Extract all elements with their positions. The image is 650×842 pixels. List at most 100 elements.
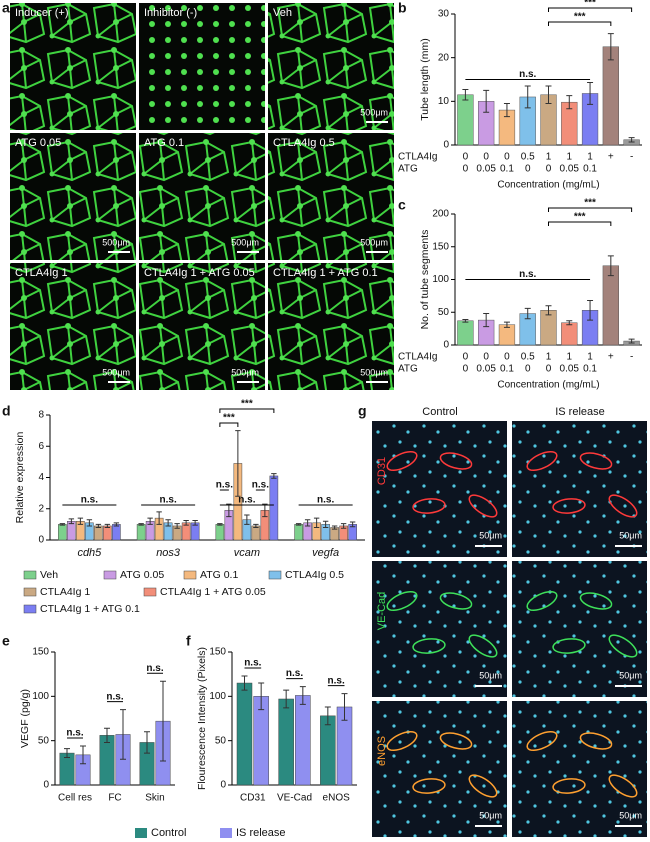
x-tick-label: - — [630, 352, 633, 363]
error-bar — [217, 523, 223, 526]
x-tick-label: 0 — [525, 164, 531, 175]
row-label: VE-Cad — [376, 592, 388, 631]
vessel — [579, 732, 613, 750]
y-tick-label: 30 — [438, 9, 450, 20]
x-row-name: ATG — [398, 164, 418, 175]
micrograph — [139, 133, 265, 260]
micrograph — [372, 421, 507, 557]
x-tick-label: 0 — [463, 364, 469, 375]
x-tick-label: + — [608, 352, 614, 363]
panel-label: e — [2, 633, 10, 649]
annotation: *** — [584, 198, 596, 209]
annotation: n.s. — [66, 728, 83, 739]
x-tick-label: nos3 — [156, 547, 181, 559]
annotation: n.s. — [160, 495, 177, 506]
panel-label: f — [186, 633, 191, 649]
error-bar — [503, 103, 510, 118]
error-bar — [77, 517, 84, 525]
error-bar — [299, 686, 306, 705]
error-bar — [183, 519, 189, 526]
bar — [251, 525, 261, 541]
x-tick-label: 0 — [463, 164, 469, 175]
x-tick-label: 0 — [504, 152, 510, 163]
annotation: n.s. — [519, 69, 536, 80]
annotation: n.s. — [286, 668, 303, 679]
x-tick-label: 1 — [546, 152, 552, 163]
error-bar — [104, 523, 111, 528]
micrograph — [10, 133, 136, 260]
vessel — [386, 730, 418, 752]
error-bar — [192, 519, 198, 526]
scale-label: 500μm — [360, 237, 388, 247]
y-tick-label: 150 — [209, 647, 226, 658]
scale-label: 50μm — [619, 670, 642, 680]
bar — [561, 322, 578, 346]
error-bar — [244, 514, 250, 525]
legend-swatch — [143, 587, 157, 597]
vessel — [552, 638, 586, 654]
error-bar — [524, 85, 531, 109]
micrograph — [372, 701, 507, 837]
annotation: n.s. — [238, 495, 255, 506]
scale-label: 50μm — [619, 530, 642, 540]
tile-label: ATG 0.1 — [144, 137, 184, 149]
legend-label: CTLA4Ig 1 + ATG 0.1 — [40, 603, 140, 615]
bar — [236, 682, 253, 786]
error-bar — [545, 305, 552, 316]
error-bar — [462, 318, 469, 323]
annotation: n.s. — [106, 691, 123, 702]
tile-label: Inducer (+) — [15, 7, 69, 19]
annotation: n.s. — [146, 663, 163, 674]
bar — [294, 524, 303, 541]
error-bar — [95, 523, 102, 528]
error-bar — [607, 255, 614, 277]
y-tick-label: 2 — [38, 503, 44, 514]
error-bar — [174, 523, 180, 529]
x-tick-label: 0.5 — [521, 152, 535, 163]
error-bar — [113, 522, 120, 527]
annotation-line — [548, 21, 612, 26]
x-tick-label: 0.5 — [521, 352, 535, 363]
x-tick-label: 0 — [483, 352, 489, 363]
legend-swatch — [23, 604, 37, 614]
bar — [215, 524, 225, 541]
x-tick-label: 0.1 — [583, 364, 597, 375]
panel-label: g — [358, 403, 367, 419]
micrograph — [512, 421, 647, 557]
tile-label: CTLA4Ig 0.5 — [273, 137, 335, 149]
y-tick-label: 0 — [443, 140, 449, 151]
error-bar — [566, 320, 573, 326]
error-bar — [566, 95, 573, 110]
error-bar — [545, 85, 552, 105]
x-tick-label: 0 — [504, 352, 510, 363]
error-bar — [226, 503, 232, 518]
error-bar — [524, 307, 531, 320]
error-bar — [253, 523, 259, 528]
legend-label: CTLA4Ig 0.5 — [285, 569, 344, 581]
bar — [457, 320, 474, 346]
x-tick-label: 0.05 — [560, 164, 580, 175]
micrograph — [512, 701, 647, 837]
scale-label: 500μm — [231, 237, 259, 247]
micrograph — [10, 3, 136, 130]
annotation: *** — [584, 0, 596, 9]
error-bar — [283, 689, 290, 709]
y-tick-label: 10 — [438, 96, 450, 107]
bar — [58, 524, 67, 541]
x-tick-label: 0 — [546, 364, 552, 375]
error-bar — [165, 519, 171, 527]
x-tick-label: 1 — [587, 352, 593, 363]
legend-label: CTLA4Ig 1 + ATG 0.05 — [160, 586, 266, 598]
x-tick-label: 0 — [463, 152, 469, 163]
micrograph — [268, 133, 394, 260]
error-bar — [349, 521, 356, 528]
bar — [540, 310, 557, 346]
x-tick-label: 0 — [546, 164, 552, 175]
vessel — [412, 778, 446, 794]
annotation: n.s. — [317, 495, 334, 506]
column-header: Control — [422, 406, 457, 418]
error-bar — [241, 675, 248, 691]
bar — [602, 265, 619, 346]
x-tick-label: FC — [108, 793, 121, 804]
tile-label: CTLA4Ig 1 + ATG 0.1 — [273, 267, 378, 279]
